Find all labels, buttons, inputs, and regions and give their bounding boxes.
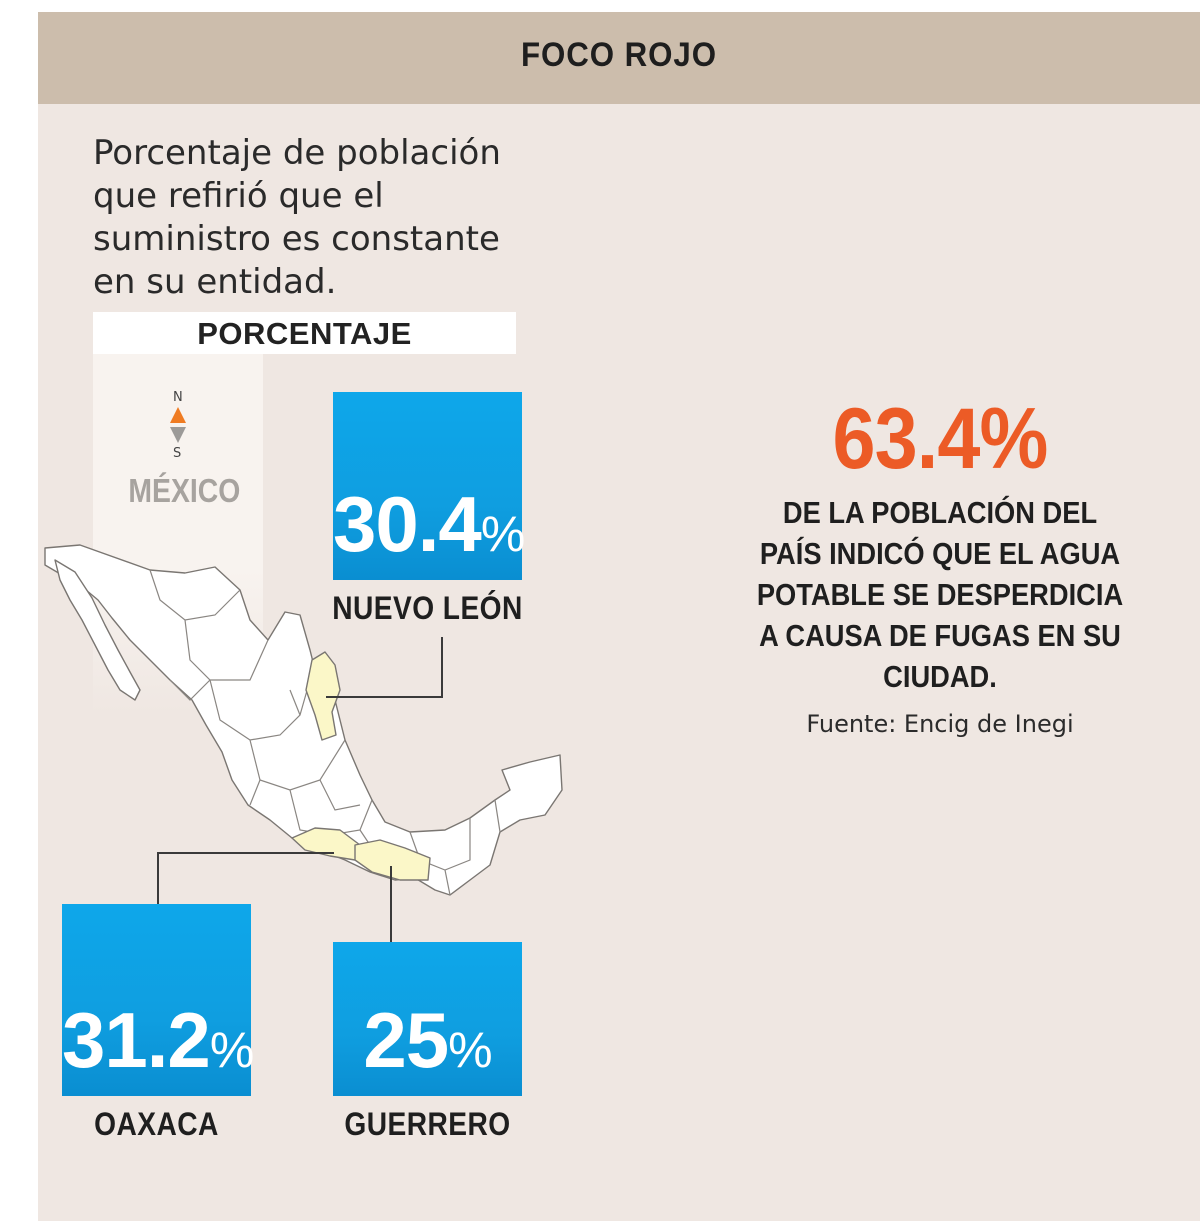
value-unit: %	[448, 1022, 492, 1078]
value-number: 31.2	[62, 996, 211, 1084]
leader-line	[157, 852, 334, 905]
value-number: 30.4	[333, 480, 482, 568]
country-label: MÉXICO	[128, 472, 241, 509]
value-unit: %	[209, 1022, 254, 1078]
stat-description: DE LA POBLACIÓN DEL PAÍS INDICÓ QUE EL A…	[756, 495, 1124, 694]
leader-lines	[157, 637, 443, 942]
value-box-guerrero: 25%	[333, 942, 522, 1096]
compass-north-label: N	[173, 390, 183, 405]
map-state-border	[249, 779, 261, 806]
value-label-nuevo-leon: 30.4%	[333, 484, 525, 574]
map-state-border	[444, 869, 451, 896]
value-label-guerrero: 25%	[333, 1000, 522, 1090]
compass-icon	[170, 407, 186, 443]
value-unit: %	[480, 506, 525, 562]
legend-box	[93, 312, 516, 354]
map-state-border	[319, 779, 361, 811]
map-state-border	[209, 679, 311, 741]
region-label-nuevo-leon: NUEVO LEÓN	[332, 590, 523, 626]
map-shapes	[44, 544, 563, 896]
value-number: 25	[363, 996, 449, 1084]
compass-south-label: S	[173, 446, 182, 461]
region-label-guerrero: GUERRERO	[344, 1106, 511, 1142]
value-box-oaxaca: 31.2%	[62, 904, 254, 1096]
map-mainland	[44, 544, 563, 896]
map-state-nuevo-leon	[305, 651, 341, 741]
map-state-border	[494, 799, 501, 833]
map-state-border	[169, 679, 211, 701]
map-baja-peninsula	[54, 559, 141, 701]
value-label-oaxaca: 31.2%	[62, 1000, 254, 1090]
map-state-oaxaca	[354, 839, 431, 881]
value-box-nuevo-leon: 30.4%	[333, 392, 525, 580]
map-state-border	[289, 689, 301, 716]
legend-label: PORCENTAJE	[197, 316, 412, 351]
chart-subtitle: Porcentaje de población que refirió que …	[93, 133, 501, 302]
header-band: FOCO ROJO	[38, 12, 1200, 104]
headline-stat: 63.4%	[832, 391, 1049, 487]
leader-line	[326, 637, 443, 698]
source-note: Fuente: Encig de Inegi	[806, 710, 1074, 738]
region-label-oaxaca: OAXACA	[94, 1106, 219, 1142]
header-title: FOCO ROJO	[521, 36, 717, 74]
